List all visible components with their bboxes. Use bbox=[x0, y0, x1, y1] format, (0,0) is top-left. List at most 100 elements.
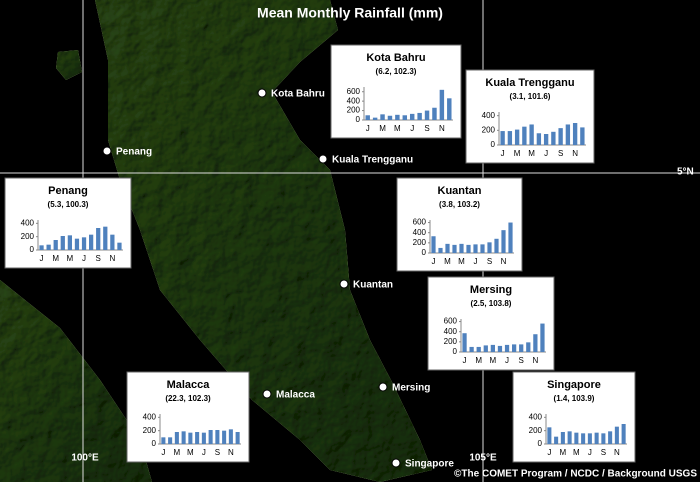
bar bbox=[601, 433, 606, 444]
y-tick-label: 400 bbox=[143, 412, 157, 421]
x-tick-label: J bbox=[547, 448, 551, 457]
place-label: Malacca bbox=[276, 390, 315, 401]
bar bbox=[438, 247, 443, 253]
chart-box bbox=[465, 69, 595, 164]
peninsula bbox=[95, 0, 432, 482]
x-tick-label: J bbox=[40, 254, 44, 263]
x-tick-label: S bbox=[487, 257, 492, 266]
bar bbox=[494, 238, 499, 253]
x-tick-label: J bbox=[463, 356, 467, 365]
bar bbox=[188, 432, 193, 444]
y-tick-label: 400 bbox=[413, 228, 427, 237]
x-tick-label: M bbox=[444, 257, 451, 266]
bar bbox=[551, 131, 556, 145]
x-tick-label: M bbox=[394, 124, 401, 133]
bar bbox=[508, 222, 513, 253]
bar bbox=[387, 115, 393, 120]
y-tick-label: 0 bbox=[422, 248, 427, 257]
bar bbox=[514, 129, 520, 145]
chart-box bbox=[4, 177, 132, 269]
x-tick-label: J bbox=[410, 124, 414, 133]
bar bbox=[89, 234, 94, 250]
bar bbox=[462, 333, 467, 352]
place-label: Penang bbox=[116, 147, 152, 158]
bar bbox=[540, 323, 545, 352]
grid-label: 100°E bbox=[71, 453, 99, 464]
x-tick-label: N bbox=[109, 254, 115, 263]
y-tick-label: 200 bbox=[529, 426, 543, 435]
bar bbox=[447, 98, 452, 120]
bar bbox=[117, 242, 122, 250]
bar bbox=[500, 131, 505, 145]
y-tick-label: 400 bbox=[529, 412, 543, 421]
bar bbox=[473, 244, 478, 253]
bar bbox=[439, 89, 445, 120]
bar bbox=[587, 433, 592, 444]
bar bbox=[215, 430, 220, 444]
y-tick-label: 600 bbox=[413, 218, 427, 227]
y-tick-label: 0 bbox=[538, 439, 543, 448]
bar bbox=[483, 345, 488, 352]
bar bbox=[174, 432, 179, 444]
bar bbox=[222, 430, 227, 444]
y-tick-label: 0 bbox=[453, 347, 458, 356]
x-tick-label: M bbox=[52, 254, 59, 263]
chart-subtitle: (3.1, 101.6) bbox=[510, 92, 551, 101]
place-marker bbox=[378, 382, 388, 392]
x-tick-label: J bbox=[501, 149, 505, 158]
x-tick-label: M bbox=[573, 448, 580, 457]
y-tick-label: 600 bbox=[347, 87, 361, 96]
bar bbox=[409, 113, 415, 120]
x-tick-label: N bbox=[572, 149, 578, 158]
chart-title: Singapore bbox=[547, 379, 601, 391]
bar bbox=[395, 114, 400, 120]
y-tick-label: 0 bbox=[152, 439, 157, 448]
chart-subtitle: (6.2, 102.3) bbox=[376, 67, 417, 76]
bar bbox=[560, 432, 565, 444]
bar bbox=[504, 344, 510, 352]
y-tick-label: 400 bbox=[21, 218, 35, 227]
bar bbox=[53, 240, 58, 250]
x-tick-label: J bbox=[202, 448, 206, 457]
bar bbox=[480, 244, 485, 253]
place-marker bbox=[318, 154, 328, 164]
x-tick-label: S bbox=[215, 448, 220, 457]
bar bbox=[469, 346, 474, 352]
bar bbox=[543, 134, 549, 145]
x-tick-label: S bbox=[519, 356, 524, 365]
bar bbox=[547, 427, 552, 444]
bar bbox=[608, 431, 613, 444]
bar bbox=[565, 124, 571, 145]
x-tick-label: M bbox=[187, 448, 194, 457]
x-tick-label: N bbox=[228, 448, 234, 457]
bar bbox=[46, 244, 51, 250]
bar bbox=[235, 432, 240, 444]
bar bbox=[466, 244, 471, 253]
y-tick-label: 0 bbox=[30, 245, 35, 254]
place-label: Singapore bbox=[405, 459, 454, 470]
bar bbox=[96, 228, 101, 250]
bar bbox=[161, 437, 166, 444]
bar bbox=[402, 115, 408, 120]
x-tick-label: J bbox=[161, 448, 165, 457]
place-label: Kuala Trengganu bbox=[332, 155, 413, 166]
y-tick-label: 600 bbox=[444, 317, 458, 326]
y-tick-label: 200 bbox=[21, 232, 35, 241]
bar bbox=[228, 429, 233, 444]
credit: ©The COMET Program / NCDC / Background U… bbox=[454, 469, 697, 480]
x-tick-label: N bbox=[532, 356, 538, 365]
x-tick-label: J bbox=[366, 124, 370, 133]
x-tick-label: M bbox=[528, 149, 535, 158]
chart-box bbox=[330, 44, 462, 139]
bar bbox=[380, 114, 385, 120]
place-marker bbox=[262, 389, 272, 399]
bar bbox=[487, 242, 492, 253]
bar bbox=[567, 431, 572, 444]
land bbox=[0, 0, 432, 482]
bar bbox=[558, 128, 563, 145]
